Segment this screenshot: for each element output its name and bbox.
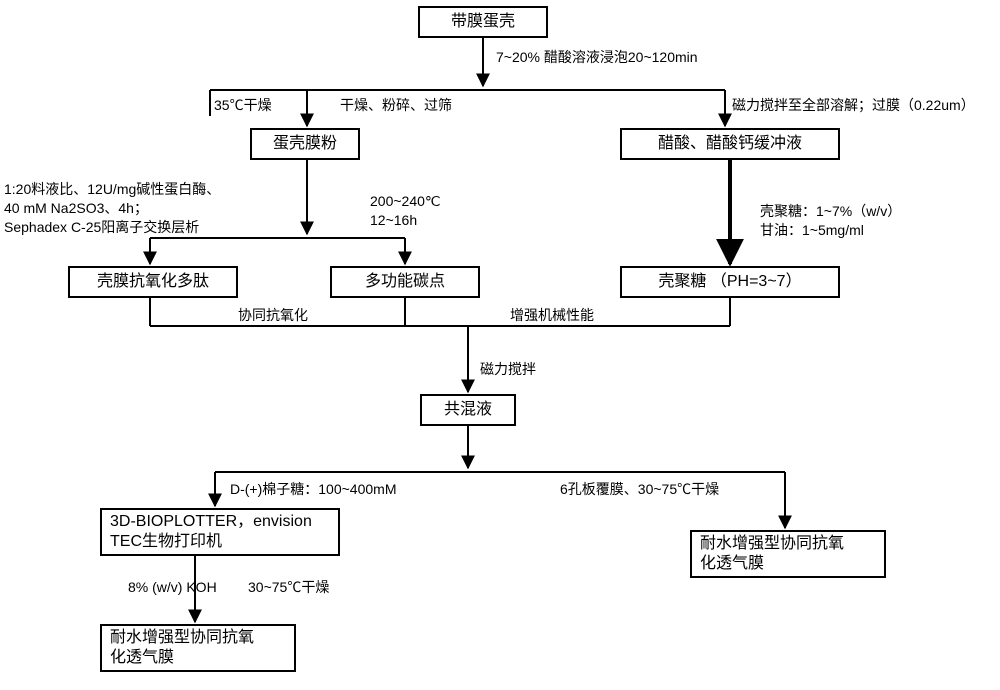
label-dryscr: 干燥、粉碎、过筛 (340, 96, 452, 115)
node-peptide: 壳膜抗氧化多肽 (68, 266, 238, 298)
node-buffer: 醋酸、醋酸钙缓冲液 (620, 128, 840, 160)
label-mech: 增强机械性能 (510, 306, 594, 325)
label-synergy: 协同抗氧化 (238, 306, 308, 325)
label-chitoadd: 壳聚糖：1~7%（w/v） 甘油：1~5mg/ml (760, 202, 901, 240)
node-film-right: 耐水增强型协同抗氧 化透气膜 (690, 530, 886, 578)
node-powder: 蛋壳膜粉 (250, 128, 360, 160)
label-35c: 35℃干燥 (214, 96, 272, 115)
label-200c: 200~240℃ 12~16h (370, 192, 441, 230)
label-6well: 6孔板覆膜、30~75℃干燥 (560, 480, 719, 499)
label-raff: D-(+)棉子糖：100~400mM (230, 480, 397, 499)
node-cdots: 多功能碳点 (330, 266, 480, 298)
node-film-left: 耐水增强型协同抗氧 化透气膜 (100, 624, 296, 672)
node-printer: 3D-BIOPLOTTER，envision TEC生物打印机 (100, 508, 340, 556)
label-koh: 8% (w/v) KOH (128, 578, 217, 597)
node-root: 带膜蛋壳 (418, 6, 548, 38)
label-magstir: 磁力搅拌 (480, 360, 536, 379)
node-blend: 共混液 (420, 394, 516, 426)
label-drydry: 30~75℃干燥 (248, 578, 329, 597)
node-chitosan: 壳聚糖 （PH=3~7） (620, 266, 840, 298)
label-enzyme: 1:20料液比、12U/mg碱性蛋白酶、 40 mM Na2SO3、4h； Se… (4, 180, 220, 237)
label-soak: 7~20% 醋酸溶液浸泡20~120min (496, 48, 698, 67)
label-magdis: 磁力搅拌至全部溶解；过膜（0.22um） (732, 96, 975, 115)
